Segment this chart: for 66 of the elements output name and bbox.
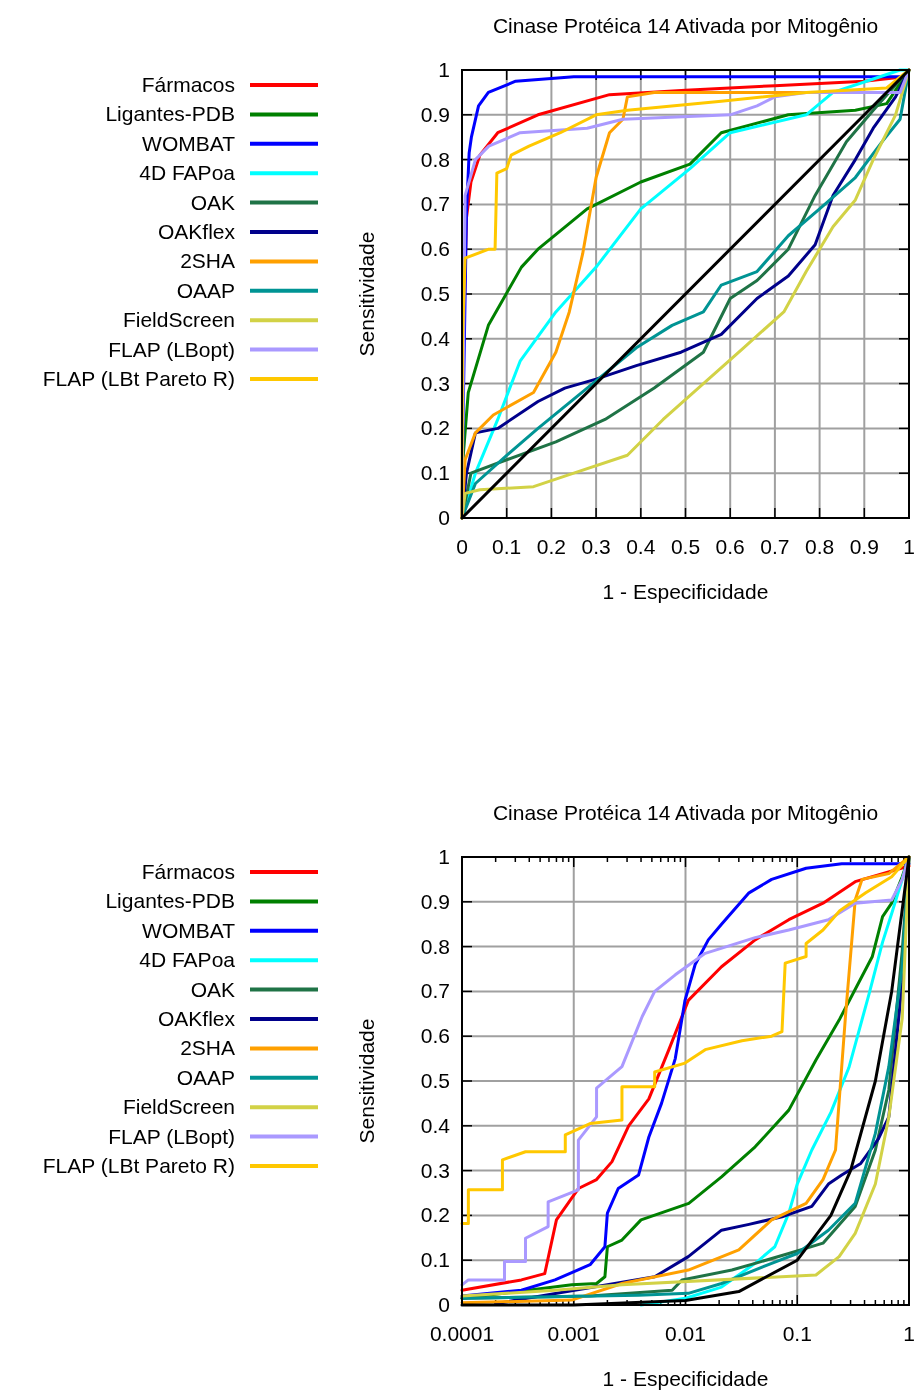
x-axis-title: 1 - Especificidade — [602, 580, 769, 603]
x-tick-label: 0.5 — [670, 535, 701, 558]
legend-label: OAAP — [176, 1065, 235, 1089]
legend-label: WOMBAT — [142, 131, 236, 155]
x-tick-label: 0.4 — [626, 535, 656, 558]
legend-label: Ligantes-PDB — [105, 889, 235, 913]
y-tick-label: 0.8 — [420, 147, 450, 171]
legend-label: OAKflex — [157, 1007, 236, 1030]
x-tick-label: 0.9 — [849, 535, 879, 558]
x-tick-label: 0.7 — [760, 535, 790, 558]
legend-label: Fármacos — [141, 73, 235, 96]
y-tick-label: 1 — [438, 58, 450, 81]
legend-label: 2SHA — [180, 1036, 235, 1060]
y-tick-label: 0 — [438, 506, 450, 529]
x-tick-label: 0.6 — [715, 535, 745, 558]
y-tick-label: 0.1 — [420, 1248, 450, 1272]
y-tick-label: 0.7 — [420, 979, 450, 1003]
y-tick-label: 0.1 — [420, 461, 450, 485]
legend-label: 4D FAPoa — [139, 161, 236, 185]
x-tick-label: 0 — [456, 535, 468, 558]
legend-label: FLAP (LBt Pareto R) — [42, 1154, 235, 1177]
x-tick-label: 0.1 — [782, 1322, 812, 1345]
y-tick-label: 0.7 — [420, 192, 450, 216]
x-tick-label: 0.1 — [492, 535, 522, 558]
legend-label: FLAP (LBopt) — [108, 337, 235, 361]
y-tick-label: 0.6 — [420, 1024, 450, 1048]
legend-label: Ligantes-PDB — [105, 102, 235, 126]
chart-title: Cinase Protéica 14 Ativada por Mitogênio — [492, 14, 879, 37]
chart-title: Cinase Protéica 14 Ativada por Mitogênio — [492, 801, 879, 824]
y-tick-label: 0.6 — [420, 237, 450, 261]
legend-label: OAK — [190, 977, 235, 1001]
x-tick-label: 0.8 — [805, 535, 835, 558]
y-axis-title: Sensitividade — [355, 231, 378, 357]
y-tick-label: 0.4 — [420, 326, 451, 350]
y-tick-label: 0.5 — [420, 1069, 450, 1092]
y-tick-label: 1 — [438, 845, 450, 868]
legend-label: FLAP (LBt Pareto R) — [42, 367, 235, 390]
x-tick-label: 0.001 — [547, 1322, 601, 1345]
legend-label: Fármacos — [141, 860, 235, 883]
legend-label: WOMBAT — [142, 918, 236, 942]
legend-label: FieldScreen — [122, 308, 235, 332]
legend-label: 4D FAPoa — [139, 948, 236, 972]
legend-label: FieldScreen — [122, 1095, 235, 1119]
y-tick-label: 0.2 — [420, 416, 450, 440]
legend-label: 2SHA — [180, 249, 235, 273]
x-axis-title: 1 - Especificidade — [602, 1367, 769, 1390]
x-tick-label: 0.2 — [536, 535, 566, 558]
y-tick-label: 0.8 — [420, 934, 450, 958]
legend-label: FLAP (LBopt) — [108, 1124, 235, 1148]
y-tick-label: 0 — [438, 1293, 450, 1316]
y-tick-label: 0.5 — [420, 282, 450, 305]
x-tick-label: 1 — [903, 535, 915, 558]
x-tick-label: 1 — [903, 1322, 915, 1345]
legend-label: OAAP — [176, 278, 235, 302]
y-tick-label: 0.9 — [420, 889, 450, 913]
legend-label: OAK — [190, 190, 235, 214]
y-tick-label: 0.9 — [420, 102, 450, 126]
legend-label: OAKflex — [157, 220, 236, 243]
x-tick-label: 0.01 — [665, 1322, 706, 1345]
y-tick-label: 0.3 — [420, 371, 450, 395]
y-tick-label: 0.3 — [420, 1158, 450, 1182]
y-tick-label: 0.4 — [420, 1113, 451, 1137]
x-tick-label: 0.3 — [581, 535, 611, 558]
x-tick-label: 0.0001 — [429, 1322, 495, 1345]
y-tick-label: 0.2 — [420, 1203, 450, 1227]
y-axis-title: Sensitividade — [355, 1018, 378, 1144]
